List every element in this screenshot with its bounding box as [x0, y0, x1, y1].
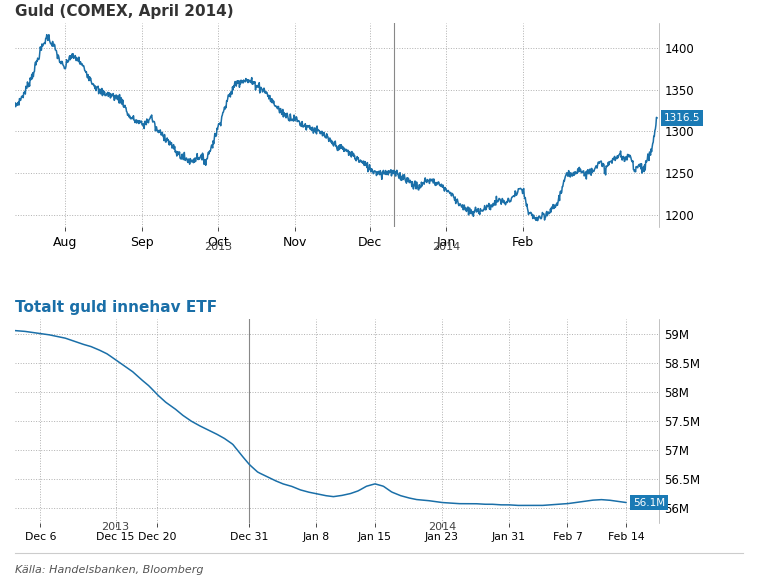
Text: Guld (COMEX, April 2014): Guld (COMEX, April 2014) [15, 4, 233, 19]
Text: 56.1M: 56.1M [633, 497, 665, 508]
Text: 2014: 2014 [432, 242, 460, 253]
Text: 1316.5: 1316.5 [664, 113, 700, 123]
Text: Totalt guld innehav ETF: Totalt guld innehav ETF [15, 300, 218, 315]
Text: Källa: Handelsbanken, Bloomberg: Källa: Handelsbanken, Bloomberg [15, 565, 204, 575]
Text: 2013: 2013 [205, 242, 233, 253]
Text: 2014: 2014 [428, 522, 456, 532]
Text: 2013: 2013 [102, 522, 130, 532]
